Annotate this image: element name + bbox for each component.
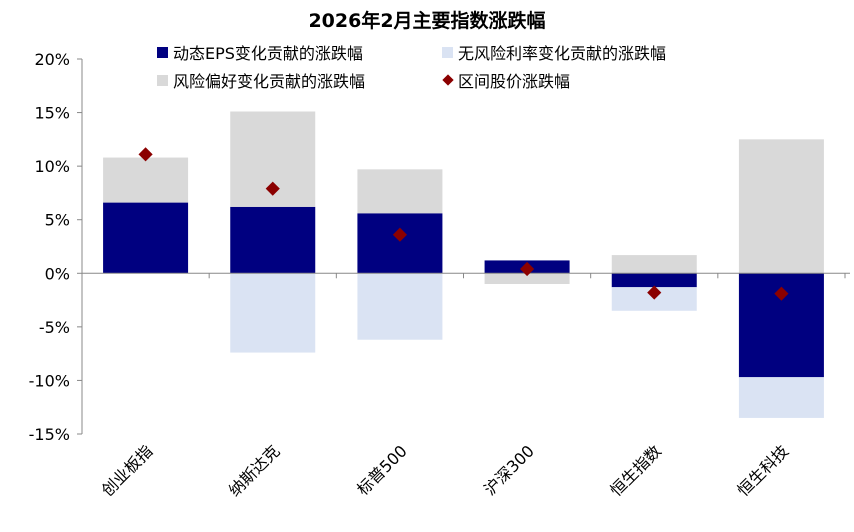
price-change-marker <box>520 261 535 277</box>
y-tick-label: 20% <box>34 50 70 69</box>
bar-2 <box>611 255 697 274</box>
price-change-marker <box>138 147 153 162</box>
price-change-marker <box>774 286 789 301</box>
legend-swatch <box>157 74 168 86</box>
y-tick-label: 15% <box>34 104 70 123</box>
legend-item-riskpref: 风险偏好变化贡献的涨跌幅 <box>157 68 365 92</box>
legend-label: 动态EPS变化贡献的涨跌幅 <box>173 44 363 63</box>
bar-2 <box>357 169 443 214</box>
price-change-marker <box>265 181 280 196</box>
y-tick-label: 0% <box>45 264 70 283</box>
x-tick-label: 标普500 <box>353 441 411 499</box>
y-tick-label: -5% <box>39 318 70 337</box>
x-tick-label: 恒生指数 <box>606 441 665 500</box>
bar-0 <box>230 206 316 274</box>
price-change-marker <box>392 227 407 242</box>
x-tick-label: 纳斯达克 <box>225 441 284 500</box>
legend-item-price: 区间股价涨跌幅 <box>442 68 570 92</box>
bar-0 <box>357 213 443 274</box>
y-tick-label: -15% <box>29 425 70 444</box>
legend-swatch <box>442 46 453 58</box>
legend-swatch <box>157 46 168 58</box>
legend-label: 区间股价涨跌幅 <box>458 72 571 91</box>
legend-label: 风险偏好变化贡献的涨跌幅 <box>173 72 366 91</box>
x-tick-label: 恒生科技 <box>734 441 793 500</box>
bar-0 <box>611 273 697 288</box>
y-tick-label: 5% <box>45 211 70 230</box>
bar-2 <box>738 139 824 274</box>
legend-item-riskfree: 无风险利率变化贡献的涨跌幅 <box>442 40 666 64</box>
bar-2 <box>484 273 570 284</box>
legend-label: 无风险利率变化贡献的涨跌幅 <box>458 44 667 63</box>
bar-1 <box>357 273 443 340</box>
y-tick-label: 10% <box>34 157 70 176</box>
x-tick-label: 创业板指 <box>98 441 157 500</box>
legend-item-eps: 动态EPS变化贡献的涨跌幅 <box>157 40 363 64</box>
price-change-marker <box>647 285 662 300</box>
bar-0 <box>103 202 189 274</box>
bar-2 <box>103 157 189 203</box>
chart-title: 2026年2月主要指数涨跌幅 <box>308 10 546 32</box>
y-tick-label: -10% <box>29 371 70 390</box>
bar-1 <box>230 273 316 353</box>
x-tick-label: 沪深300 <box>480 441 538 499</box>
bar-1 <box>738 377 824 418</box>
